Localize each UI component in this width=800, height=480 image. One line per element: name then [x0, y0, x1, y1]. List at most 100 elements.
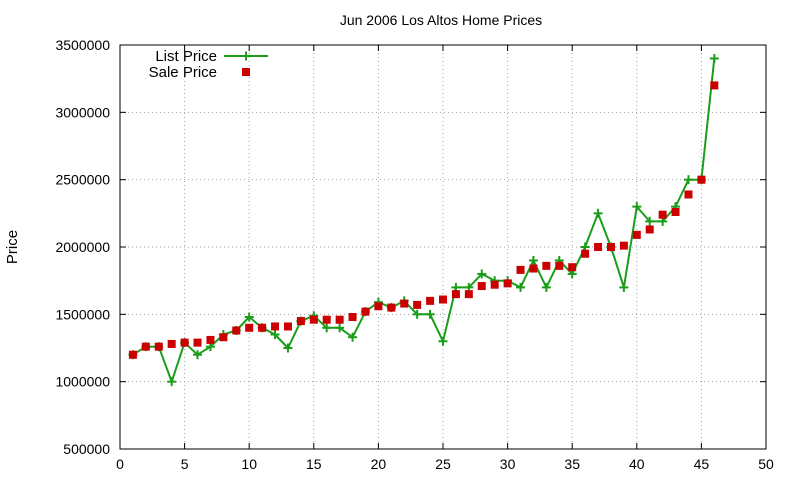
sale-price-point	[671, 207, 680, 216]
legend-label-sale-price: Sale Price	[149, 64, 217, 81]
list-price-point	[425, 309, 435, 319]
x-tick-label: 5	[181, 456, 189, 472]
x-tick-label: 35	[564, 456, 580, 472]
grid	[120, 45, 766, 449]
list-price-point	[645, 216, 655, 226]
list-price-point	[593, 208, 603, 218]
sale-price-point	[632, 230, 641, 239]
list-price-point	[528, 255, 538, 265]
sale-price-point	[697, 175, 706, 184]
legend-marker-list-price	[241, 51, 251, 61]
sale-price-point	[387, 303, 396, 312]
sale-price-point	[658, 210, 667, 219]
sale-price-point	[684, 190, 693, 199]
y-tick-label: 500000	[63, 441, 110, 457]
legend-marker-sale-price	[242, 68, 250, 76]
sale-price-point	[128, 350, 137, 359]
sale-price-point	[193, 338, 202, 347]
list-price-point	[438, 336, 448, 346]
sale-price-point	[219, 333, 228, 342]
list-price-point	[322, 323, 332, 333]
sale-price-point	[180, 338, 189, 347]
y-tick-label: 2500000	[55, 172, 110, 188]
x-tick-label: 40	[629, 456, 645, 472]
sale-price-point	[258, 323, 267, 332]
y-tick-label: 1000000	[55, 374, 110, 390]
legend-cross	[241, 51, 251, 61]
sale-price-point	[516, 265, 525, 274]
list-price-point	[541, 282, 551, 292]
sale-price-point	[271, 322, 280, 331]
y-tick-labels: 500000 1000000 1500000 2000000 2500000 300000…	[55, 37, 110, 457]
sale-price-point	[154, 342, 163, 351]
x-tick-labels: 0 5 10 15 20 25 30 35 40 45 50	[116, 456, 774, 472]
legend-label-list-price: List Price	[155, 48, 217, 65]
list-price-point	[348, 332, 358, 342]
list-price-point	[516, 282, 526, 292]
x-tick-label: 50	[758, 456, 774, 472]
sale-price-point	[439, 295, 447, 304]
sale-price-point	[451, 290, 460, 299]
sale-price-point	[529, 264, 538, 273]
sale-price-point	[206, 335, 215, 344]
sale-price-point	[426, 296, 435, 305]
list-price-point	[477, 269, 487, 279]
sale-price-point	[542, 261, 551, 270]
list-price-point	[244, 312, 254, 322]
sale-price-point	[245, 323, 254, 332]
sale-price-point	[555, 261, 564, 270]
y-tick-label: 2000000	[55, 239, 110, 255]
sale-price-point	[361, 307, 370, 316]
x-tick-label: 10	[241, 456, 257, 472]
y-tick-label: 3000000	[55, 104, 110, 120]
list-price-point	[270, 330, 280, 340]
chart-title: Jun 2006 Los Altos Home Prices	[340, 12, 542, 28]
list-price-point	[632, 202, 642, 212]
sale-price-point	[296, 317, 305, 326]
sale-price-point	[232, 326, 241, 335]
x-tick-label: 0	[116, 456, 124, 472]
sale-price-point	[413, 300, 422, 309]
list-price-point	[683, 175, 693, 185]
list-price-point	[412, 309, 422, 319]
y-tick-label: 3500000	[55, 37, 110, 53]
sale-price-point	[374, 302, 383, 311]
sale-price-point	[594, 243, 603, 251]
sale-price-point	[606, 243, 615, 251]
sale-price-point	[568, 263, 577, 272]
x-tick-label: 45	[694, 456, 710, 472]
list-price-point	[619, 282, 629, 292]
list-price-point	[167, 377, 177, 387]
sale-price-point	[309, 315, 318, 324]
sale-price-point	[348, 313, 357, 322]
series-line-list-price	[132, 58, 716, 383]
sale-price-point	[283, 322, 292, 331]
sale-price-point	[581, 249, 590, 258]
x-tick-label: 30	[500, 456, 516, 472]
sale-price-point	[141, 342, 150, 351]
plot-frame	[119, 44, 767, 450]
sale-price-point	[167, 339, 176, 348]
legend: List Price Sale Price	[149, 48, 268, 81]
x-tick-label: 25	[435, 456, 451, 472]
sale-price-point	[619, 241, 628, 250]
x-tick-label: 15	[306, 456, 322, 472]
sale-price-point	[464, 290, 473, 299]
y-axis-label: Price	[4, 230, 21, 264]
sale-price-point	[400, 299, 409, 308]
list-price-point	[709, 53, 719, 63]
x-tick-label: 20	[371, 456, 387, 472]
list-price-point	[193, 350, 203, 360]
sale-price-point	[322, 315, 331, 324]
sale-price-point	[503, 279, 512, 288]
series-layer	[128, 53, 719, 387]
sale-price-point	[490, 280, 499, 289]
sale-price-point	[477, 282, 486, 291]
sale-price-point	[335, 315, 344, 324]
sale-price-point	[645, 225, 654, 234]
list-price-point	[283, 343, 293, 353]
y-tick-label: 1500000	[55, 306, 110, 322]
sale-price-point	[710, 81, 719, 90]
list-price-point	[335, 323, 345, 333]
